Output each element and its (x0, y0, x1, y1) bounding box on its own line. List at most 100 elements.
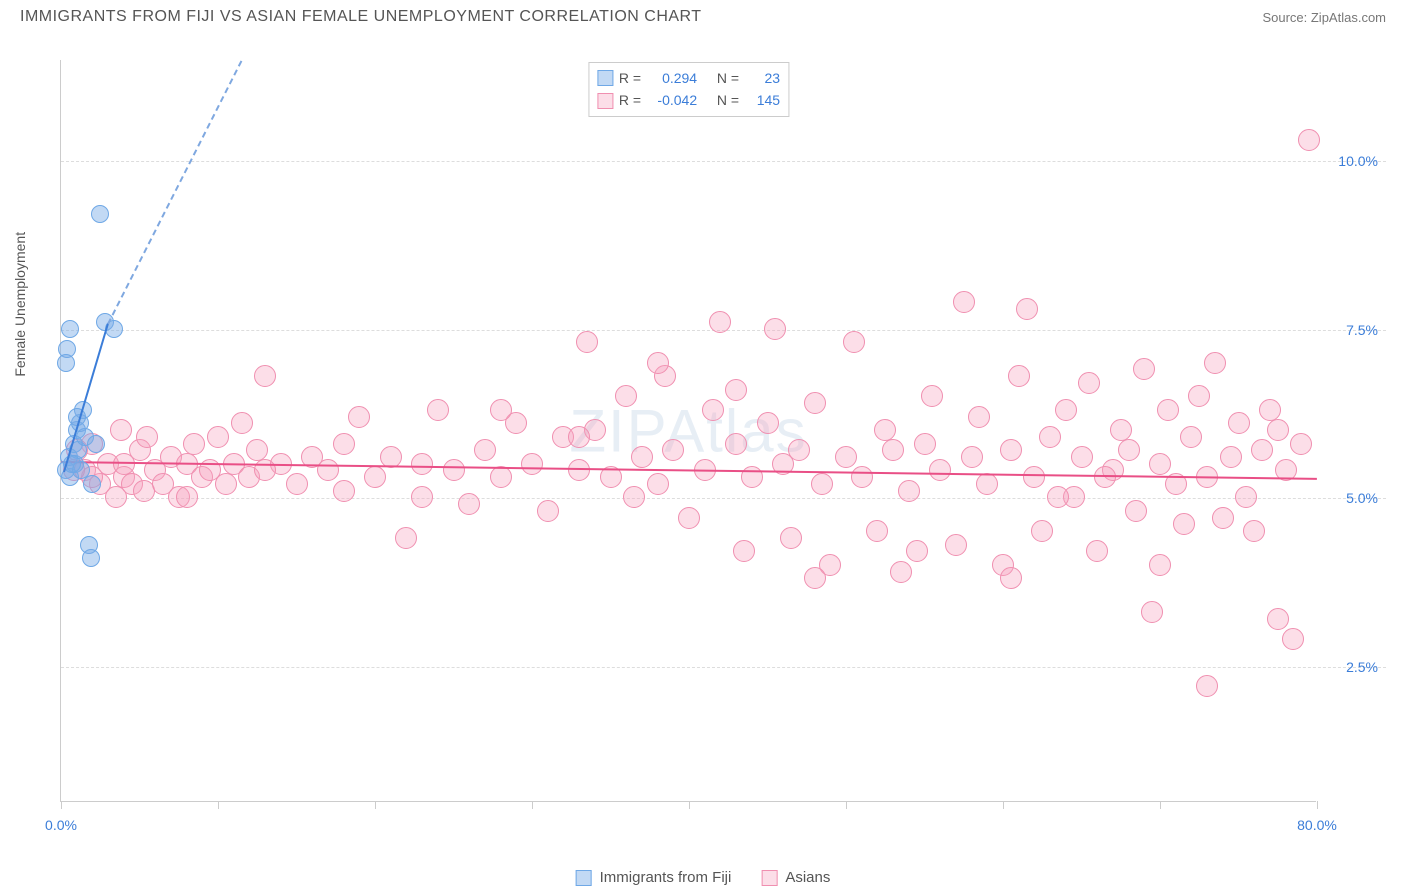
scatter-point (788, 439, 810, 461)
scatter-point (757, 412, 779, 434)
scatter-point (1220, 446, 1242, 468)
scatter-point (136, 426, 158, 448)
scatter-point (1094, 466, 1116, 488)
legend-item: Asians (761, 869, 830, 886)
header: IMMIGRANTS FROM FIJI VS ASIAN FEMALE UNE… (0, 0, 1406, 26)
legend-item: Immigrants from Fiji (576, 869, 732, 886)
scatter-point (835, 446, 857, 468)
scatter-point (1282, 628, 1304, 650)
scatter-point (709, 311, 731, 333)
scatter-point (725, 433, 747, 455)
scatter-point (443, 459, 465, 481)
r-value: 0.294 (647, 67, 697, 89)
xtick (375, 801, 376, 809)
scatter-point (348, 406, 370, 428)
scatter-point (647, 473, 669, 495)
scatter-point (1055, 399, 1077, 421)
scatter-point (1149, 453, 1171, 475)
scatter-point (961, 446, 983, 468)
scatter-point (1071, 446, 1093, 468)
ytick-label: 2.5% (1323, 659, 1378, 675)
n-value: 145 (745, 89, 780, 111)
r-value: -0.042 (647, 89, 697, 111)
xtick (61, 801, 62, 809)
stats-legend: R = 0.294 N = 23 R = -0.042 N = 145 (588, 62, 789, 117)
r-label: R = (619, 89, 641, 111)
y-axis-label: Female Unemployment (12, 232, 28, 377)
scatter-point (1149, 554, 1171, 576)
gridline-h (61, 161, 1386, 162)
scatter-point (929, 459, 951, 481)
n-label: N = (717, 67, 739, 89)
scatter-point (82, 549, 100, 567)
r-label: R = (619, 67, 641, 89)
ytick-label: 10.0% (1323, 153, 1378, 169)
scatter-point (176, 486, 198, 508)
scatter-point (764, 318, 786, 340)
n-value: 23 (745, 67, 780, 89)
scatter-point (1078, 372, 1100, 394)
scatter-point (1173, 513, 1195, 535)
xtick (1317, 801, 1318, 809)
scatter-point (804, 567, 826, 589)
scatter-point (1212, 507, 1234, 529)
legend-swatch (597, 70, 613, 86)
scatter-point (57, 354, 75, 372)
scatter-point (1251, 439, 1273, 461)
scatter-point (207, 426, 229, 448)
scatter-point (678, 507, 700, 529)
scatter-point (246, 439, 268, 461)
scatter-point (968, 406, 990, 428)
scatter-point (521, 453, 543, 475)
scatter-point (945, 534, 967, 556)
scatter-point (254, 365, 276, 387)
scatter-point (906, 540, 928, 562)
scatter-point (1031, 520, 1053, 542)
scatter-point (631, 446, 653, 468)
chart-title: IMMIGRANTS FROM FIJI VS ASIAN FEMALE UNE… (20, 8, 702, 26)
scatter-point (1039, 426, 1061, 448)
scatter-point (1290, 433, 1312, 455)
scatter-point (317, 459, 339, 481)
stats-legend-row: R = 0.294 N = 23 (597, 67, 780, 89)
scatter-point (1008, 365, 1030, 387)
scatter-point (874, 419, 896, 441)
scatter-point (1000, 567, 1022, 589)
xtick (1003, 801, 1004, 809)
scatter-point (662, 439, 684, 461)
n-label: N = (717, 89, 739, 111)
scatter-point (1047, 486, 1069, 508)
scatter-point (647, 352, 669, 374)
xtick (218, 801, 219, 809)
scatter-point (702, 399, 724, 421)
scatter-point (286, 473, 308, 495)
scatter-point (890, 561, 912, 583)
scatter-point (1157, 399, 1179, 421)
scatter-point (866, 520, 888, 542)
ytick-label: 7.5% (1323, 322, 1378, 338)
plot-area: ZIPAtlas R =0.294 N =23R =-0.042 N =145 … (60, 60, 1316, 802)
scatter-point (1243, 520, 1265, 542)
scatter-point (1204, 352, 1226, 374)
scatter-point (811, 473, 833, 495)
scatter-point (898, 480, 920, 502)
scatter-point (427, 399, 449, 421)
scatter-point (921, 385, 943, 407)
gridline-h (61, 667, 1386, 668)
legend-swatch (761, 870, 777, 886)
scatter-point (333, 480, 355, 502)
xtick (1160, 801, 1161, 809)
scatter-point (1110, 419, 1132, 441)
scatter-point (1016, 298, 1038, 320)
scatter-point (1188, 385, 1210, 407)
scatter-point (1267, 608, 1289, 630)
scatter-point (411, 453, 433, 475)
scatter-point (1125, 500, 1147, 522)
scatter-point (1000, 439, 1022, 461)
scatter-point (1180, 426, 1202, 448)
scatter-point (83, 475, 101, 493)
scatter-point (615, 385, 637, 407)
scatter-point (364, 466, 386, 488)
scatter-point (1228, 412, 1250, 434)
scatter-point (568, 459, 590, 481)
